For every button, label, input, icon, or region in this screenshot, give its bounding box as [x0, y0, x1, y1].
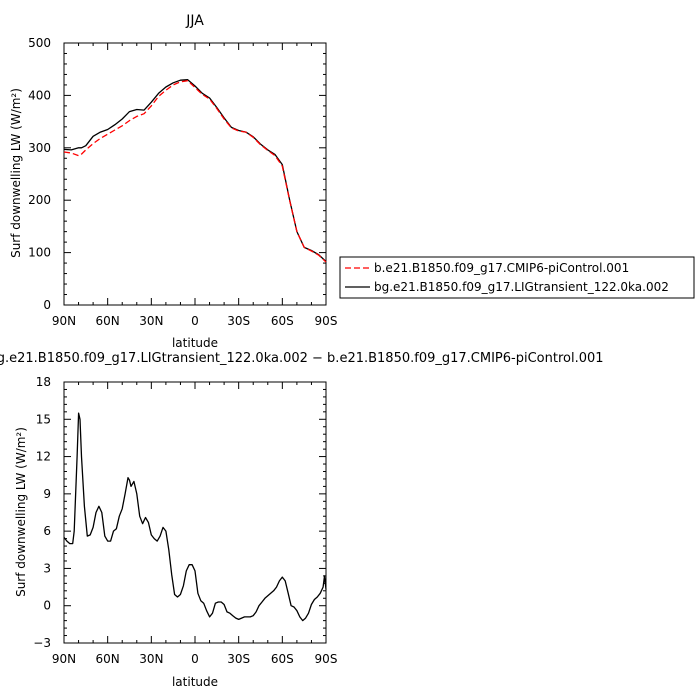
- bottom-chart-frame: [63, 381, 327, 644]
- bottom-chart-xtick-label: 30N: [139, 652, 163, 666]
- bottom-chart-ytick-label: 3: [43, 561, 51, 575]
- bottom-chart-xtick-label: 0: [191, 652, 199, 666]
- bottom-chart-ytick-label: 12: [36, 450, 51, 464]
- top-chart-xtick-label: 60N: [96, 314, 120, 328]
- top-chart-xtick-label: 60S: [271, 314, 294, 328]
- top-chart-ytick-label: 300: [28, 141, 51, 155]
- top-chart-ylabel: Surf downwelling LW (W/m²): [9, 88, 23, 258]
- bottom-chart-xtick-label: 30S: [227, 652, 250, 666]
- top-chart-ytick-label: 0: [43, 298, 51, 312]
- bottom-chart-ylabel: Surf downwelling LW (W/m²): [14, 427, 28, 597]
- bottom-chart-xtick-label: 60S: [271, 652, 294, 666]
- top-chart-legend: b.e21.B1850.f09_g17.CMIP6-piControl.001 …: [339, 256, 695, 299]
- bottom-chart-ytick-label: −3: [33, 636, 51, 650]
- top-chart-xlabel: latitude: [172, 336, 218, 350]
- bottom-chart-ytick-label: 15: [36, 412, 51, 426]
- bottom-chart-xtick-label: 90N: [52, 652, 76, 666]
- top-chart-frame: [63, 42, 327, 306]
- top-chart-series-line-0: [63, 80, 327, 263]
- bottom-chart-ytick-label: 6: [43, 524, 51, 538]
- top-chart-xtick-label: 0: [191, 314, 199, 328]
- bottom-chart-series-line-0: [63, 412, 327, 622]
- bottom-chart-plot-area: 90N 60N 30N 0 30S 60S 90S −3 0 3 6 9 12 15 18: [33, 375, 337, 666]
- bottom-chart-xtick-label: 60N: [96, 652, 120, 666]
- bottom-chart-ytick-label: 9: [43, 487, 51, 501]
- top-chart-plot-area: 90N 60N 30N 0 30S 60S 90S 0 100 200 300 400 500: [28, 36, 337, 328]
- top-chart-xtick-label: 30N: [139, 314, 163, 328]
- top-chart-series-line-1: [63, 79, 327, 262]
- bottom-chart-xtick-label: 90S: [315, 652, 338, 666]
- top-chart-xtick-label: 90S: [315, 314, 338, 328]
- top-chart-title: JJA: [185, 13, 204, 29]
- bottom-chart-title: bg.e21.B1850.f09_g17.LIGtransient_122.0k…: [0, 351, 604, 366]
- top-chart-xtick-label: 30S: [227, 314, 250, 328]
- top-chart-ytick-label: 200: [28, 193, 51, 207]
- bottom-chart-ytick-label: 0: [43, 599, 51, 613]
- top-chart-ytick-label: 400: [28, 88, 51, 102]
- top-chart-xtick-label: 90N: [52, 314, 76, 328]
- legend-box: [339, 256, 695, 299]
- top-chart-ytick-label: 500: [28, 36, 51, 50]
- top-chart-ytick-label: 100: [28, 246, 51, 260]
- bottom-chart-xlabel: latitude: [172, 675, 218, 689]
- bottom-chart-ytick-label: 18: [36, 375, 51, 389]
- legend-label-LIGtransient: bg.e21.B1850.f09_g17.LIGtransient_122.0k…: [374, 280, 669, 294]
- legend-label-piControl: b.e21.B1850.f09_g17.CMIP6-piControl.001: [374, 261, 629, 275]
